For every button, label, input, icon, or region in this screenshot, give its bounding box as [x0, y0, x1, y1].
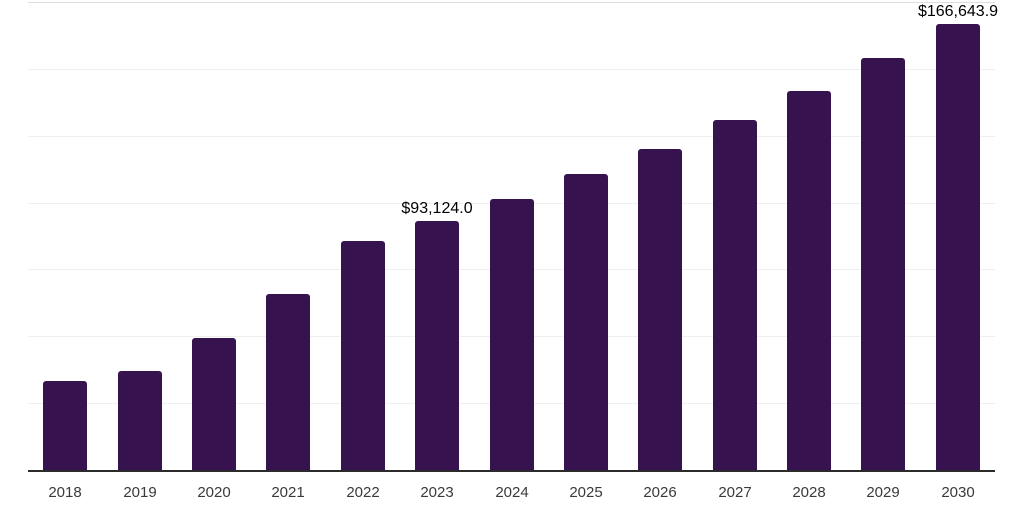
bar-2025	[564, 174, 608, 470]
bar-2027	[713, 120, 757, 470]
x-tick-label-2019: 2019	[123, 484, 157, 501]
x-tick-label-2030: 2030	[941, 484, 975, 501]
bar-2020	[192, 338, 236, 470]
bar-2023	[415, 221, 459, 470]
x-tick-label-2028: 2028	[792, 484, 826, 501]
x-tick-label-2024: 2024	[495, 484, 529, 501]
gridline-150000	[28, 69, 995, 70]
x-tick-label-2022: 2022	[346, 484, 380, 501]
bar-2029	[861, 58, 905, 470]
bar-2026	[638, 149, 682, 470]
bar-2018	[43, 381, 87, 470]
x-tick-label-2021: 2021	[271, 484, 305, 501]
data-label-2030: $166,643.9	[917, 3, 999, 20]
bar-2030	[936, 24, 980, 470]
bar-2022	[341, 241, 385, 470]
x-axis-line	[28, 470, 995, 472]
bar-2028	[787, 91, 831, 470]
x-tick-label-2025: 2025	[569, 484, 603, 501]
data-label-2023: $93,124.0	[401, 200, 473, 217]
gridline-175000	[28, 2, 995, 3]
bar-2021	[266, 294, 310, 470]
x-tick-label-2027: 2027	[718, 484, 752, 501]
bar-2019	[118, 371, 162, 470]
x-tick-label-2018: 2018	[48, 484, 82, 501]
x-tick-label-2020: 2020	[197, 484, 231, 501]
x-tick-label-2023: 2023	[420, 484, 454, 501]
x-tick-label-2026: 2026	[643, 484, 677, 501]
bar-2024	[490, 199, 534, 470]
gridline-125000	[28, 136, 995, 137]
x-tick-label-2029: 2029	[866, 484, 900, 501]
